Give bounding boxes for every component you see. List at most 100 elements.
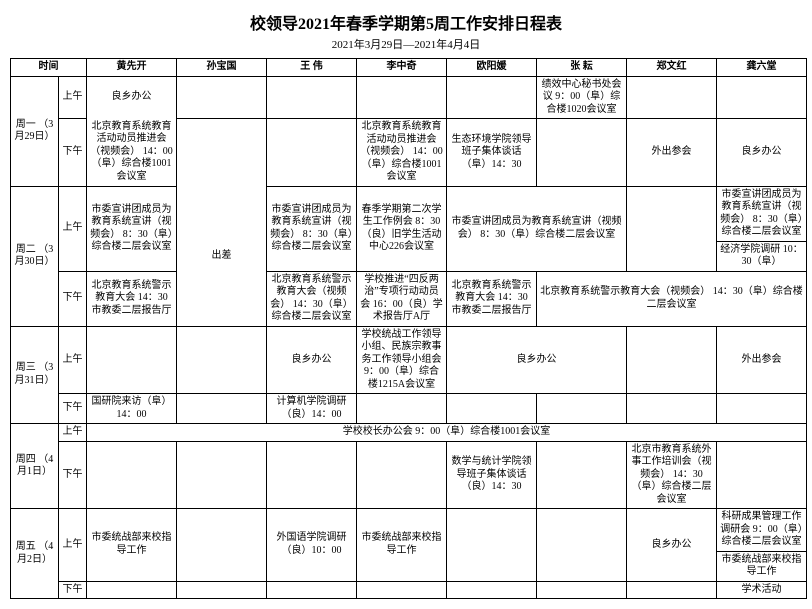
cell xyxy=(447,394,537,424)
cell xyxy=(717,76,807,119)
table-row: 下午 北京教育系统教育活动动员推进会（视频会） 14：00（阜）综合楼1001会… xyxy=(11,119,807,187)
th-p4: 李中奇 xyxy=(357,59,447,77)
day-mon: 周一 （3月29日） xyxy=(11,76,59,186)
cell: 北京教育系统警示教育大会 14：30 市教委二层报告厅 xyxy=(447,271,537,326)
cell: 外出参会 xyxy=(627,119,717,187)
cell: 良乡办公 xyxy=(717,119,807,187)
cell xyxy=(537,509,627,582)
cell: 数学与统计学院领导班子集体谈话（良）14：30 xyxy=(447,441,537,509)
cell xyxy=(357,394,447,424)
cell: 国研院来访（阜）14：00 xyxy=(87,394,177,424)
cell xyxy=(87,581,177,599)
cell xyxy=(267,581,357,599)
cell: 市委统战部来校指导工作 xyxy=(357,509,447,582)
cell: 春季学期第二次学生工作例会 8：30（良）旧学生活动中心226会议室 xyxy=(357,186,447,271)
cell xyxy=(627,326,717,394)
cell xyxy=(267,76,357,119)
day-thu: 周四 （4月1日） xyxy=(11,424,59,509)
table-row: 下午 学术活动 xyxy=(11,581,807,599)
slot-pm: 下午 xyxy=(59,119,87,187)
cell: 北京教育系统警示教育大会 14：30 市教委二层报告厅 xyxy=(87,271,177,326)
cell xyxy=(537,581,627,599)
cell xyxy=(537,394,627,424)
table-row: 下午 数学与统计学院领导班子集体谈话（良）14：30 北京市教育系统外事工作培训… xyxy=(11,441,807,509)
day-tue: 周二 （3月30日） xyxy=(11,186,59,326)
schedule-table: 时间 黄先开 孙宝国 王 伟 李中奇 欧阳媛 张 耘 郑文红 龚六堂 周一 （3… xyxy=(10,58,807,599)
cell: 生态环境学院领导班子集体谈话（阜）14：30 xyxy=(447,119,537,187)
cell xyxy=(627,394,717,424)
table-row: 周三 （3月31日） 上午 良乡办公 学校统战工作领导小组、民族宗教事务工作领导… xyxy=(11,326,807,394)
table-row: 周四 （4月1日） 上午 学校校长办公会 9：00（阜）综合楼1001会议室 xyxy=(11,424,807,442)
cell xyxy=(447,581,537,599)
cell: 北京市教育系统外事工作培训会（视频会） 14：30（阜）综合楼二层会议室 xyxy=(627,441,717,509)
th-p2: 孙宝国 xyxy=(177,59,267,77)
slot-am: 上午 xyxy=(59,186,87,271)
cell: 北京教育系统警示教育大会（视频会） 14：30（阜）综合楼二层会议室 xyxy=(537,271,807,326)
slot-am: 上午 xyxy=(59,76,87,119)
cell xyxy=(357,76,447,119)
th-time: 时间 xyxy=(11,59,87,77)
slot-am: 上午 xyxy=(59,424,87,442)
cell: 外国语学院调研（良）10：00 xyxy=(267,509,357,582)
cell xyxy=(177,326,267,394)
slot-pm: 下午 xyxy=(59,441,87,509)
cell: 市委宣讲团成员为教育系统宣讲（视频会） 8：30（阜）综合楼二层会议室 xyxy=(267,186,357,271)
cell xyxy=(177,441,267,509)
cell: 市委统战部来校指导工作 xyxy=(87,509,177,582)
cell: 良乡办公 xyxy=(627,509,717,582)
page-title: 校领导2021年春季学期第5周工作安排日程表 xyxy=(10,10,802,34)
cell: 外出参会 xyxy=(717,326,807,394)
cell xyxy=(627,186,717,271)
cell: 市委统战部来校指导工作 xyxy=(717,551,807,581)
cell xyxy=(537,441,627,509)
cell xyxy=(267,119,357,187)
th-p3: 王 伟 xyxy=(267,59,357,77)
cell xyxy=(87,326,177,394)
cell xyxy=(267,441,357,509)
cell: 学校推进“四反两治”专项行动动员会 16：00（良）学术报告厅A厅 xyxy=(357,271,447,326)
cell: 学校校长办公会 9：00（阜）综合楼1001会议室 xyxy=(87,424,807,442)
table-row: 下午 国研院来访（阜）14：00 计算机学院调研（良）14：00 xyxy=(11,394,807,424)
cell: 计算机学院调研（良）14：00 xyxy=(267,394,357,424)
slot-am: 上午 xyxy=(59,326,87,394)
cell: 学术活动 xyxy=(717,581,807,599)
cell: 北京教育系统教育活动动员推进会（视频会） 14：00（阜）综合楼1001会议室 xyxy=(357,119,447,187)
cell xyxy=(177,394,267,424)
table-row: 周一 （3月29日） 上午 良乡办公 绩效中心秘书处会议 9：00（阜）综合楼1… xyxy=(11,76,807,119)
th-p8: 龚六堂 xyxy=(717,59,807,77)
cell: 良乡办公 xyxy=(267,326,357,394)
slot-pm: 下午 xyxy=(59,394,87,424)
cell xyxy=(627,581,717,599)
cell xyxy=(447,76,537,119)
cell: 出差 xyxy=(177,186,267,326)
cell: 科研成果管理工作调研会 9：00（阜）综合楼二层会议室 xyxy=(717,509,807,552)
cell: 良乡办公 xyxy=(87,76,177,119)
table-row: 周五 （4月2日） 上午 市委统战部来校指导工作 外国语学院调研（良）10：00… xyxy=(11,509,807,552)
cell xyxy=(177,119,267,187)
cell xyxy=(177,509,267,582)
cell: 市委宣讲团成员为教育系统宣讲（视频会） 8：30（阜）综合楼二层会议室 xyxy=(447,186,627,271)
cell: 经济学院调研 10：30（阜） xyxy=(717,241,807,271)
day-wed: 周三 （3月31日） xyxy=(11,326,59,424)
cell: 市委宣讲团成员为教育系统宣讲（视频会） 8：30（阜）综合楼二层会议室 xyxy=(717,186,807,241)
header-row: 时间 黄先开 孙宝国 王 伟 李中奇 欧阳媛 张 耘 郑文红 龚六堂 xyxy=(11,59,807,77)
cell xyxy=(537,119,627,187)
th-p6: 张 耘 xyxy=(537,59,627,77)
day-fri: 周五 （4月2日） xyxy=(11,509,59,599)
cell xyxy=(177,76,267,119)
slot-pm: 下午 xyxy=(59,271,87,326)
cell: 市委宣讲团成员为教育系统宣讲（视频会） 8：30（阜）综合楼二层会议室 xyxy=(87,186,177,271)
cell: 良乡办公 xyxy=(447,326,627,394)
cell: 绩效中心秘书处会议 9：00（阜）综合楼1020会议室 xyxy=(537,76,627,119)
cell: 北京教育系统警示教育大会（视频会） 14：30（阜）综合楼二层会议室 xyxy=(267,271,357,326)
th-p5: 欧阳媛 xyxy=(447,59,537,77)
cell xyxy=(357,441,447,509)
slot-am: 上午 xyxy=(59,509,87,582)
cell xyxy=(627,76,717,119)
cell xyxy=(717,394,807,424)
table-row: 周二 （3月30日） 上午 市委宣讲团成员为教育系统宣讲（视频会） 8：30（阜… xyxy=(11,186,807,241)
cell: 学校统战工作领导小组、民族宗教事务工作领导小组会 9：00（阜）综合楼1215A… xyxy=(357,326,447,394)
th-p1: 黄先开 xyxy=(87,59,177,77)
table-row: 下午 北京教育系统警示教育大会 14：30 市教委二层报告厅 北京教育系统警示教… xyxy=(11,271,807,326)
cell xyxy=(447,509,537,582)
